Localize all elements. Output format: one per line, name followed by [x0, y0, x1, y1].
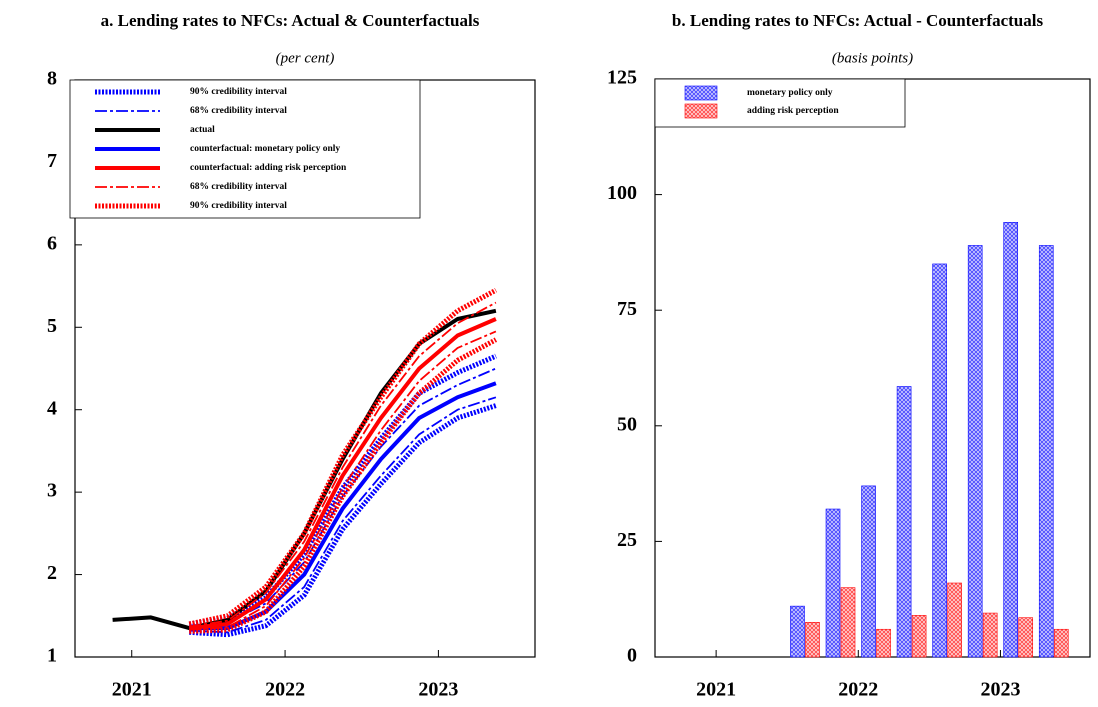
y-tick-label: 25 [617, 529, 637, 551]
legend-swatch [684, 103, 718, 119]
bar [825, 508, 841, 658]
chart-title: a. Lending rates to NFCs: Actual & Count… [101, 11, 480, 30]
series-line [188, 317, 497, 631]
y-tick-label: 8 [47, 68, 57, 90]
series-line [189, 381, 497, 631]
y-tick-label: 0 [627, 645, 637, 667]
y-tick-label: 100 [607, 182, 637, 204]
bar [982, 612, 998, 658]
chart-subtitle: (basis points) [832, 50, 913, 66]
bar [876, 628, 891, 658]
series-line [189, 330, 497, 631]
legend-label: 68% credibility interval [190, 182, 287, 192]
y-tick-label: 4 [47, 397, 57, 419]
x-tick-label: 2023 [418, 679, 458, 701]
series-line [189, 403, 497, 638]
bar [840, 587, 856, 658]
bar [1018, 617, 1034, 658]
chart-title: b. Lending rates to NFCs: Actual - Count… [672, 11, 1044, 30]
x-tick-label: 2021 [112, 679, 152, 701]
x-tick-label: 2022 [838, 679, 878, 701]
chart-subtitle: (per cent) [276, 50, 335, 66]
series-line [188, 353, 497, 627]
y-tick-label: 3 [47, 480, 57, 502]
y-tick-label: 6 [47, 232, 57, 254]
legend-label: counterfactual: monetary policy only [190, 144, 340, 154]
y-tick-label: 75 [617, 298, 637, 320]
x-tick-label: 2023 [980, 679, 1020, 701]
legend-label: 90% credibility interval [190, 87, 287, 97]
legend-label: 68% credibility interval [190, 106, 287, 116]
bar [1038, 245, 1054, 658]
bar [1053, 628, 1069, 658]
bar [861, 485, 876, 658]
bar [1003, 222, 1019, 658]
x-tick-label: 2022 [265, 679, 305, 701]
y-tick-label: 2 [47, 562, 57, 584]
bar [947, 582, 962, 658]
bar [911, 615, 927, 658]
x-tick-label: 2021 [696, 679, 736, 701]
y-tick-label: 1 [47, 645, 57, 667]
y-tick-label: 125 [607, 67, 637, 89]
series-line [112, 308, 497, 631]
legend-label: actual [190, 125, 215, 135]
series-line [189, 337, 498, 634]
y-tick-label: 5 [47, 315, 57, 337]
bar [967, 245, 983, 658]
series-line [189, 396, 497, 634]
y-tick-label: 7 [47, 150, 57, 172]
legend-label: counterfactual: adding risk perception [190, 163, 347, 173]
legend-label: 90% credibility interval [190, 201, 287, 211]
y-tick-label: 50 [617, 413, 637, 435]
series-line [189, 301, 497, 628]
bar [805, 622, 820, 658]
series-line [189, 367, 497, 627]
bar [790, 605, 805, 658]
bar [896, 386, 912, 658]
bar [932, 263, 947, 658]
legend-label: adding risk perception [747, 106, 839, 116]
legend-label: monetary policy only [747, 88, 833, 98]
legend-swatch [684, 85, 718, 101]
